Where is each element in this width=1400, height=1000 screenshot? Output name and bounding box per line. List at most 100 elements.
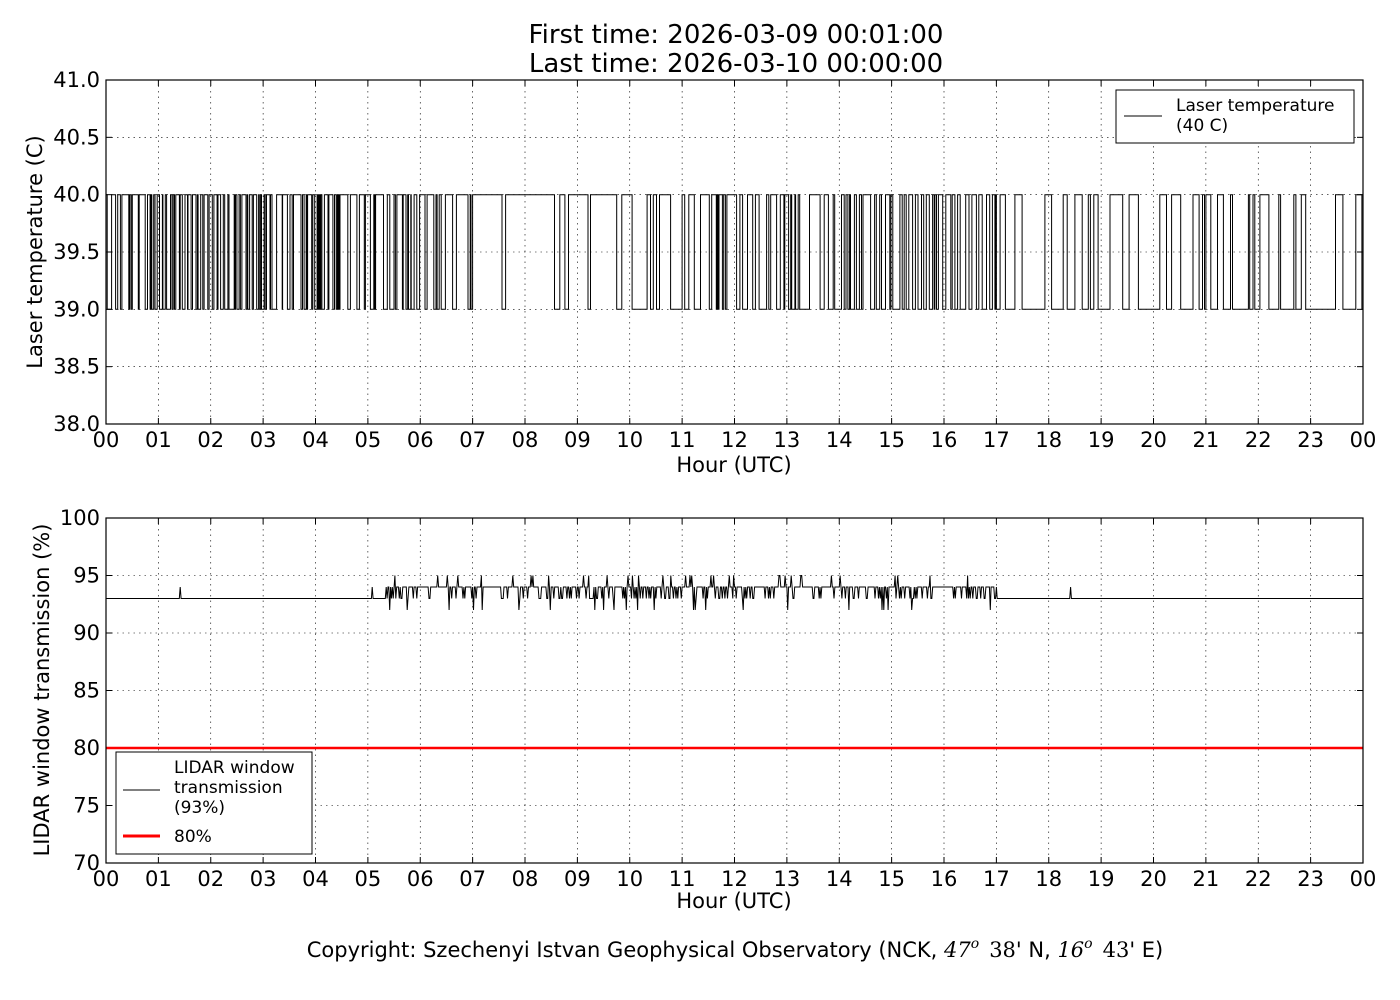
copyright-lon-suffix: ' E) [1129,938,1163,962]
y-tick-label: 39.5 [53,240,100,264]
legend-entry-threshold: 80% [174,827,212,847]
copyright-lon-degrees: 16 [1057,938,1084,962]
x-tick-label: 21 [1193,428,1220,452]
x-tick-label: 08 [512,867,539,891]
x-tick-label: 14 [826,428,853,452]
legend-entry-line: Laser temperature [1176,96,1334,116]
laser-temperature-line [106,194,1363,310]
x-tick-label: 20 [1140,428,1167,452]
y-tick-label: 39.0 [53,297,100,321]
x-tick-label: 03 [250,428,277,452]
x-tick-label: 02 [197,867,224,891]
legend-entry-line: 80% [174,827,212,847]
x-tick-label: 01 [145,867,172,891]
x-tick-label: 13 [774,428,801,452]
y-tick-label: 80 [73,736,100,760]
y-tick-label: 95 [73,564,100,588]
copyright-lon-minutes: 43 [1103,938,1130,962]
copyright-lat-degrees: 47 [943,938,971,962]
x-tick-label: 09 [564,428,591,452]
x-tick-label: 00 [93,867,120,891]
x-tick-label: 12 [721,428,748,452]
copyright-prefix: Copyright: Szechenyi Istvan Geophysical … [307,938,944,962]
copyright-lon-degree-mark: o [1084,936,1092,952]
x-tick-label: 05 [355,867,382,891]
y-tick-label: 40.0 [53,183,100,207]
x-tick-label: 16 [931,867,958,891]
x-tick-label: 18 [1035,867,1062,891]
title-line-1: First time: 2026-03-09 00:01:00 [529,20,944,50]
x-tick-label: 11 [669,428,696,452]
x-tick-label: 19 [1088,428,1115,452]
title-line-2: Last time: 2026-03-10 00:00:00 [529,49,943,79]
x-tick-label: 05 [355,428,382,452]
y-tick-label: 100 [60,506,100,530]
x-tick-label: 12 [721,867,748,891]
y-tick-label: 40.5 [53,125,100,149]
legend-entry-line: LIDAR window [174,758,295,778]
x-tick-label: 14 [826,867,853,891]
legend-entry-line: transmission [174,778,283,798]
x-axis-label: Hour (UTC) [676,453,791,477]
copyright-lat-suffix: ' N, [1016,938,1058,962]
x-tick-label: 15 [878,867,905,891]
x-tick-label: 23 [1297,428,1324,452]
legend-entry-line: (40 C) [1176,116,1228,136]
x-tick-label: 17 [983,867,1010,891]
x-tick-label: 00 [1350,867,1377,891]
legend-entry-transmission: LIDAR window transmission (93%) [174,758,295,818]
x-tick-label: 00 [93,428,120,452]
y-axis-label: LIDAR window transmission (%) [30,524,54,857]
x-tick-label: 20 [1140,867,1167,891]
legend-entry-laser: Laser temperature (40 C) [1176,96,1334,136]
legend-box [115,751,313,855]
y-tick-label: 75 [73,794,100,818]
plot-frame [105,517,1364,864]
x-tick-label: 22 [1245,428,1272,452]
x-tick-label: 18 [1035,428,1062,452]
x-tick-label: 22 [1245,867,1272,891]
x-tick-label: 07 [459,428,486,452]
laser-temperature-chart: 38.0 38.5 39.0 39.5 40.0 40.5 41.0 00 01 02 03 04 0… [23,68,1376,477]
x-tick-label: 03 [250,867,277,891]
x-tick-label: 04 [302,428,329,452]
y-tick-label: 41.0 [53,68,100,92]
copyright-lat-degree-mark: o [971,936,979,952]
lidar-transmission-chart: 70 75 80 85 90 95 100 00 01 02 03 04 05 06 07 08 09 10 11… [30,506,1376,913]
x-tick-label: 19 [1088,867,1115,891]
x-tick-label: 10 [616,428,643,452]
transmission-line [106,575,1363,611]
plot-frame [105,79,1364,425]
copyright-lat-minutes: 38 [989,938,1016,962]
x-tick-label: 06 [407,428,434,452]
x-tick-label: 13 [774,867,801,891]
x-tick-label: 23 [1297,867,1324,891]
x-tick-label: 06 [407,867,434,891]
x-tick-label: 02 [197,428,224,452]
x-tick-label: 09 [564,867,591,891]
x-tick-label: 01 [145,428,172,452]
x-tick-label: 17 [983,428,1010,452]
x-tick-label: 21 [1193,867,1220,891]
y-axis-label: Laser temperature (C) [23,135,47,368]
copyright-notice: Copyright: Szechenyi Istvan Geophysical … [307,936,1164,962]
legend: Laser temperature (40 C) [1115,89,1355,144]
y-axis-ticks: 70 75 80 85 90 95 100 [60,506,1363,875]
series-group [106,194,1363,310]
legend-entry-line: (93%) [174,798,225,818]
x-axis-ticks: 00 01 02 03 04 05 06 07 08 09 10 11 12 13 14 15 16 17 18 19… [93,518,1377,891]
y-tick-label: 38.5 [53,355,100,379]
x-tick-label: 15 [878,428,905,452]
x-tick-label: 10 [616,867,643,891]
y-tick-label: 38.0 [53,412,100,436]
x-tick-label: 04 [302,867,329,891]
y-tick-label: 90 [73,621,100,645]
x-axis-label: Hour (UTC) [676,889,791,913]
x-tick-label: 16 [931,428,958,452]
y-tick-label: 85 [73,679,100,703]
y-tick-label: 70 [73,851,100,875]
x-tick-label: 08 [512,428,539,452]
y-axis-ticks: 38.0 38.5 39.0 39.5 40.0 40.5 41.0 [53,68,1363,436]
x-tick-label: 07 [459,867,486,891]
